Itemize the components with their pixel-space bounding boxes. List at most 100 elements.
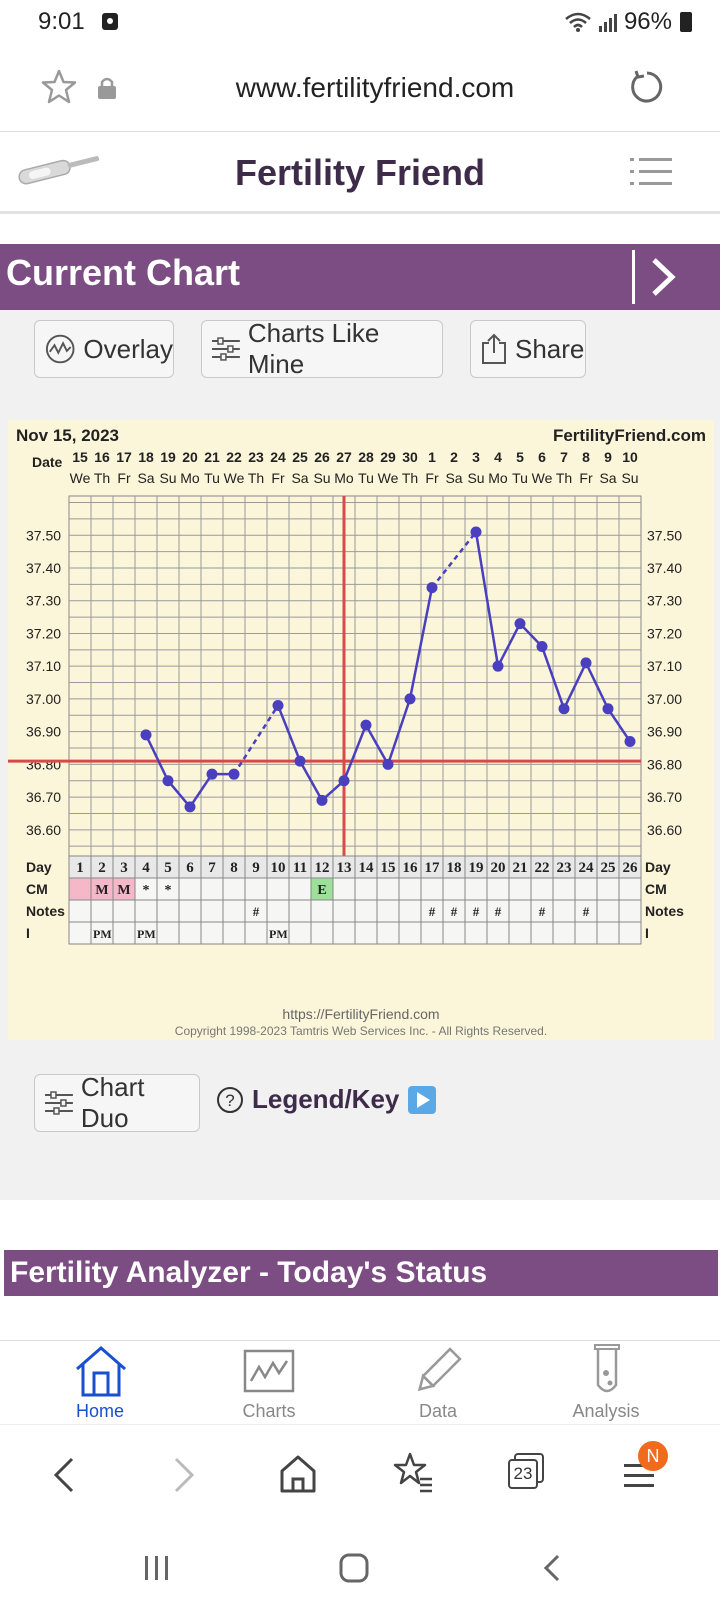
thermometer-logo-icon[interactable] xyxy=(12,150,102,186)
date-label: 25 xyxy=(292,449,308,465)
table-cell-notes: # xyxy=(253,904,260,919)
date-label: 10 xyxy=(622,449,638,465)
date-label: 1 xyxy=(428,449,436,465)
nav-home[interactable]: Home xyxy=(30,1341,170,1425)
table-cell-day: 4 xyxy=(142,860,150,876)
weekday-label: Su xyxy=(313,470,330,486)
chart-footer-copyright: Copyright 1998-2023 Tamtris Web Services… xyxy=(174,1024,548,1038)
temperature-point xyxy=(558,703,570,715)
date-label: 24 xyxy=(270,449,286,465)
app-bottom-nav: Home Charts Data Analysis xyxy=(0,1340,720,1424)
lock-icon[interactable] xyxy=(96,76,118,100)
weekday-label: Tu xyxy=(512,470,528,486)
nav-home-label: Home xyxy=(75,1401,124,1421)
date-label: 15 xyxy=(72,449,88,465)
overlay-label: Overlay xyxy=(83,333,173,364)
temperature-point xyxy=(580,657,592,669)
forward-arrow-icon[interactable] xyxy=(168,1455,198,1495)
row-label-left-day: Day xyxy=(26,859,52,875)
bookmarks-icon[interactable] xyxy=(392,1451,434,1493)
fertility-analyzer-title: Fertility Analyzer - Today's Status xyxy=(10,1256,488,1289)
bbt-chart[interactable]: 37.50 37.50 37.40 37.40 37.30 37.30 37.20 37.20… xyxy=(8,420,714,1000)
bookmark-star-icon[interactable] xyxy=(40,68,78,106)
play-button-icon xyxy=(408,1085,437,1114)
signal-icon xyxy=(598,14,617,32)
charts-icon xyxy=(243,1349,295,1393)
status-time: 9:01 xyxy=(38,8,85,35)
svg-text:?: ? xyxy=(225,1091,234,1110)
chart-duo-label: Chart Duo xyxy=(80,1072,145,1133)
table-cell-intercourse: PM xyxy=(269,927,288,941)
table-cell-notes: # xyxy=(451,904,458,919)
legend-key-link[interactable]: ? Legend/Key xyxy=(216,1084,437,1115)
url-text[interactable]: www.fertilityfriend.com xyxy=(235,72,515,103)
weekday-label: Sa xyxy=(137,470,154,486)
date-label: 6 xyxy=(538,449,546,465)
date-label: 26 xyxy=(314,449,330,465)
notification-badge-text: N xyxy=(646,1446,660,1466)
date-label: 17 xyxy=(116,449,132,465)
temperature-point xyxy=(162,775,174,787)
temperature-line xyxy=(606,708,632,743)
table-cell-cm: M xyxy=(95,883,108,898)
table-cell-day: 8 xyxy=(230,860,238,876)
nav-data[interactable]: Data xyxy=(368,1341,508,1425)
chevron-right-icon[interactable] xyxy=(646,256,680,298)
temperature-line xyxy=(342,724,368,782)
weekday-label: We xyxy=(378,470,399,486)
table-cell-day: 12 xyxy=(315,860,330,876)
temperature-point xyxy=(536,641,548,653)
status-right: 96% xyxy=(564,8,692,36)
weekday-label: Th xyxy=(556,470,572,486)
temperature-line xyxy=(474,531,500,667)
temperature-line xyxy=(584,662,610,710)
tabs-count: 23 xyxy=(513,1464,533,1483)
nav-analysis[interactable]: Analysis xyxy=(536,1341,676,1425)
hamburger-menu-icon[interactable] xyxy=(630,156,672,188)
date-label: 18 xyxy=(138,449,154,465)
weekday-label: Fr xyxy=(117,470,131,486)
charts-like-mine-button[interactable]: Charts Like Mine xyxy=(201,318,443,379)
temperature-line xyxy=(144,734,170,782)
table-cell-day: 2 xyxy=(98,860,106,876)
table-cell-day: 7 xyxy=(208,860,216,876)
chart-duo-button[interactable]: Chart Duo xyxy=(34,1072,200,1133)
table-cell-day: 11 xyxy=(293,860,307,876)
temperature-point xyxy=(382,758,394,770)
date-label: 28 xyxy=(358,449,374,465)
header-divider xyxy=(632,250,635,304)
y-tick-label-left: 37.20 xyxy=(26,625,61,641)
home-icon[interactable] xyxy=(278,1453,318,1495)
y-tick-label-right: 36.70 xyxy=(647,789,682,805)
overlay-button[interactable]: Overlay xyxy=(34,320,174,378)
weekday-label: Th xyxy=(402,470,418,486)
back-button-icon[interactable] xyxy=(540,1552,564,1584)
table-cell xyxy=(618,921,642,945)
table-cell-day: 1 xyxy=(76,860,84,876)
browser-menu-button[interactable]: N xyxy=(622,1441,668,1491)
temperature-point xyxy=(272,699,284,711)
temperature-line xyxy=(408,587,434,700)
menu-icon xyxy=(624,1464,654,1487)
back-arrow-icon[interactable] xyxy=(50,1455,80,1495)
table-cell-cm: * xyxy=(165,883,172,898)
recent-apps-icon[interactable] xyxy=(142,1554,172,1582)
nav-charts[interactable]: Charts xyxy=(199,1341,339,1425)
table-cell-day: 26 xyxy=(623,860,639,876)
date-label: 21 xyxy=(204,449,220,465)
home-button-icon[interactable] xyxy=(338,1552,370,1584)
date-label: 9 xyxy=(604,449,612,465)
tabs-button[interactable]: 23 xyxy=(508,1453,544,1489)
share-button[interactable]: Share xyxy=(470,320,586,378)
site-header: Fertility Friend xyxy=(0,132,720,214)
temperature-point xyxy=(426,582,438,594)
temperature-point xyxy=(140,729,152,741)
date-label: 8 xyxy=(582,449,590,465)
date-label: 3 xyxy=(472,449,480,465)
temperature-line xyxy=(276,704,302,762)
date-label: 7 xyxy=(560,449,568,465)
table-cell-day: 10 xyxy=(271,860,286,876)
reload-icon[interactable] xyxy=(628,68,666,106)
sliders-icon xyxy=(212,337,240,361)
temperature-line xyxy=(496,623,522,667)
